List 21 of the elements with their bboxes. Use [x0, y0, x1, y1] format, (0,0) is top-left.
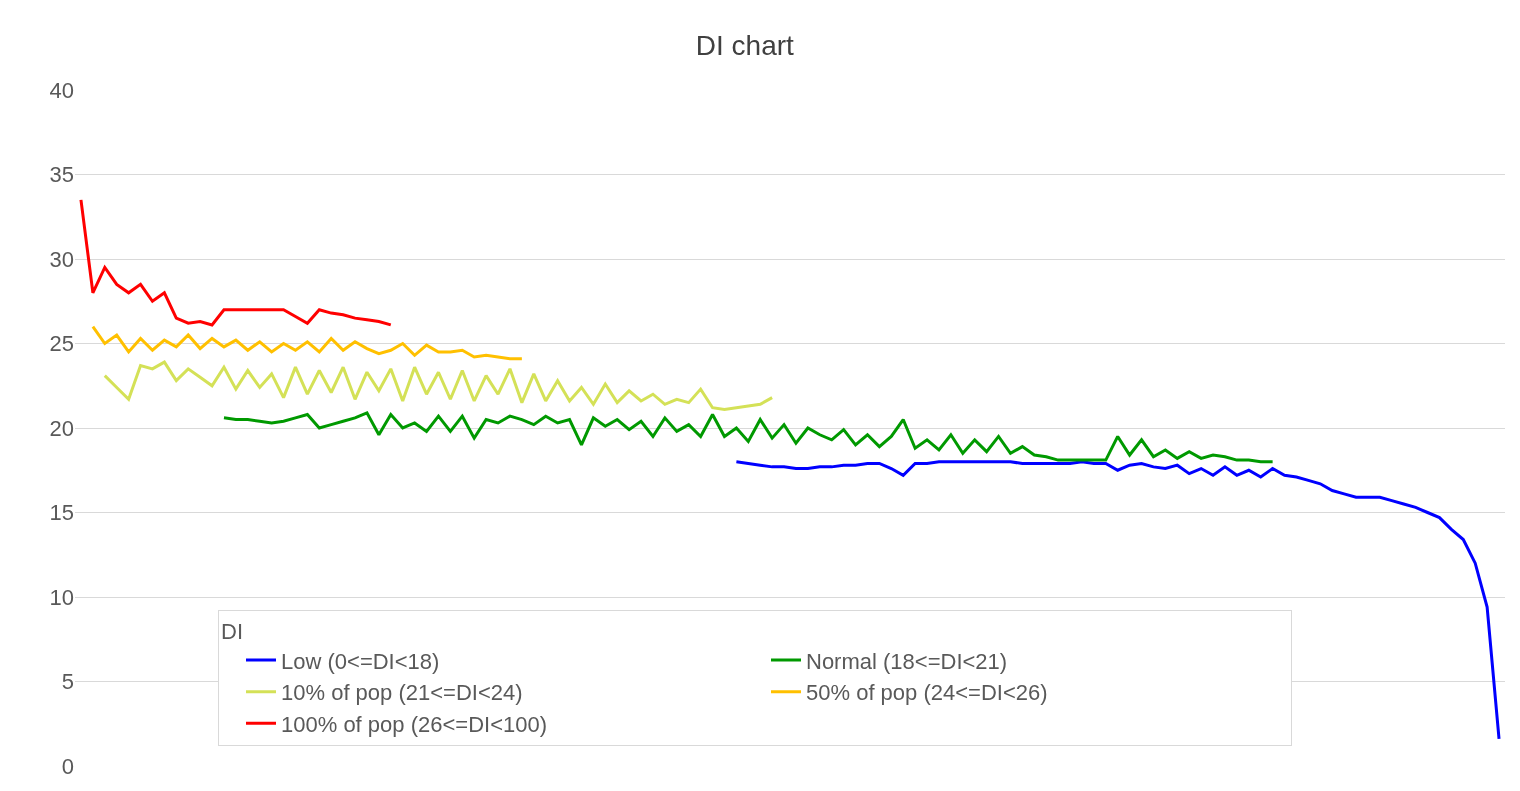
legend-label: 100% of pop (26<=DI<100) [281, 711, 548, 737]
legend-label: 50% of pop (24<=DI<26) [806, 680, 1048, 706]
y-tick-label: 0 [61, 753, 74, 779]
y-tick-label: 25 [49, 331, 74, 357]
line-series [103, 360, 774, 411]
legend-title: DI [221, 619, 243, 645]
legend-label: Low (0<=DI<18) [281, 648, 440, 674]
legend-label: Normal (18<=DI<21) [806, 648, 1008, 674]
y-tick-label: 40 [49, 77, 74, 103]
line-series [734, 460, 1501, 741]
y-tick-label: 15 [49, 500, 74, 526]
y-tick-label: 5 [61, 669, 74, 695]
y-tick-label: 35 [49, 162, 74, 188]
chart-title: DI chart [695, 30, 795, 62]
line-series [91, 325, 524, 361]
line-series [222, 411, 1275, 464]
y-tick-label: 30 [49, 246, 74, 272]
legend-label: 10% of pop (21<=DI<24) [281, 680, 523, 706]
y-tick-label: 20 [49, 415, 74, 441]
y-tick-label: 10 [49, 584, 74, 610]
line-series [79, 198, 393, 327]
